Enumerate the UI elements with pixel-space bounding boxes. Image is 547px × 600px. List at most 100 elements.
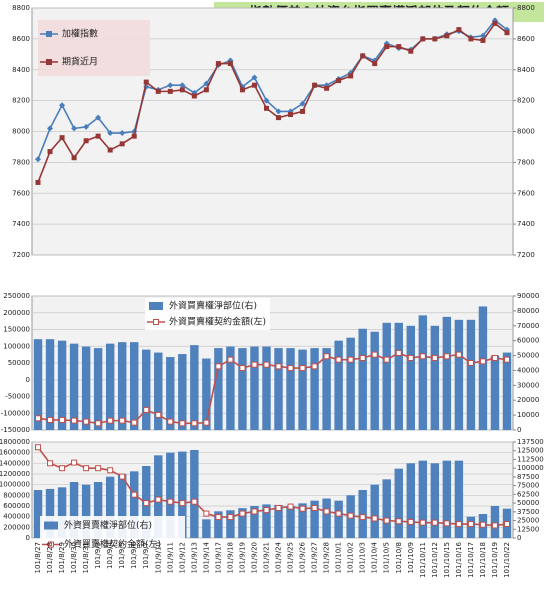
marker <box>143 406 150 413</box>
bar <box>406 463 415 538</box>
y2-tick-label: 40000 <box>517 366 539 374</box>
y2-tick-label: 0 <box>517 426 521 434</box>
marker <box>455 351 462 358</box>
bar <box>334 500 343 538</box>
bar <box>430 325 440 430</box>
x-tick-label: 101/10/12 <box>431 542 439 578</box>
bar <box>45 488 55 538</box>
x-tick-label: 101/9/26 <box>299 541 307 573</box>
marker <box>300 108 306 114</box>
y2-tick-label: 137500 <box>517 438 544 446</box>
bar <box>478 306 488 430</box>
marker <box>167 418 174 425</box>
y-tick-label: 600000 <box>3 502 30 510</box>
x-tick-label: 101/9/11 <box>166 542 174 573</box>
legend-label: 外資買賣權淨部位(右) <box>169 300 257 312</box>
marker <box>239 87 245 93</box>
bar <box>298 349 307 430</box>
legend-label: 外資買賣權淨部位(右) <box>64 519 152 531</box>
x-tick-label: 101/9/17 <box>214 542 222 573</box>
marker <box>491 522 498 529</box>
marker <box>504 30 510 36</box>
marker <box>155 411 162 418</box>
marker <box>323 508 330 515</box>
bar <box>130 342 139 430</box>
y-tick-label: 50000 <box>8 359 30 367</box>
marker <box>239 510 246 517</box>
marker <box>443 520 450 527</box>
y-tick-label: 400000 <box>3 513 30 521</box>
bar <box>250 506 259 538</box>
y2-tick-label: 100000 <box>517 464 544 472</box>
bar <box>466 319 476 430</box>
marker <box>299 505 306 512</box>
legend-marker <box>46 31 52 37</box>
marker <box>288 112 294 118</box>
marker <box>107 467 114 474</box>
bar <box>394 468 403 538</box>
marker <box>227 356 234 363</box>
x-tick-label: 101/9/6 <box>130 541 138 569</box>
y-tick-label: 7200 <box>12 251 30 259</box>
bar <box>454 460 464 538</box>
bar <box>418 315 428 430</box>
marker <box>456 27 462 33</box>
marker <box>251 508 258 515</box>
x-tick-label: 101/9/5 <box>118 542 126 569</box>
y-tick-label: 7400 <box>12 220 30 228</box>
bar <box>382 479 391 538</box>
marker <box>215 61 221 67</box>
bar <box>322 498 331 538</box>
y2-tick-label: 75000 <box>517 482 539 490</box>
y2-tick-label: 8400 <box>517 66 535 74</box>
marker <box>47 460 54 467</box>
legend-label: 加權指數 <box>62 28 98 40</box>
bar <box>394 322 403 430</box>
marker <box>155 88 161 94</box>
x-tick-label: 101/10/16 <box>455 541 463 577</box>
marker <box>191 420 198 427</box>
marker <box>419 353 426 360</box>
bar <box>142 349 151 430</box>
y2-tick-label: 25000 <box>517 517 539 525</box>
marker <box>107 130 114 137</box>
marker <box>395 518 402 525</box>
marker <box>83 418 90 425</box>
y2-tick-label: 8000 <box>517 128 535 136</box>
marker <box>251 361 258 368</box>
marker <box>443 353 450 360</box>
marker <box>275 363 282 370</box>
marker <box>71 417 78 424</box>
x-tick-label: 101/10/9 <box>407 542 415 573</box>
y-tick-label: 1400000 <box>0 459 30 467</box>
y-tick-label: 0 <box>26 534 30 542</box>
y-tick-label: 800000 <box>3 491 30 499</box>
marker <box>444 33 450 39</box>
y2-tick-label: 50000 <box>517 499 539 507</box>
marker <box>95 420 102 427</box>
marker <box>503 521 510 528</box>
bar <box>286 506 295 538</box>
marker <box>371 351 378 358</box>
marker <box>299 100 306 107</box>
marker <box>131 133 137 139</box>
bar <box>418 460 428 538</box>
legend-box <box>40 516 185 554</box>
y-tick-label: 1800000 <box>0 438 30 446</box>
bar <box>310 348 319 430</box>
x-tick-label: 101/8/29 <box>58 542 66 573</box>
bar <box>454 319 464 430</box>
bar <box>442 460 452 538</box>
y2-tick-label: 7400 <box>517 220 535 228</box>
x-tick-label: 101/10/1 <box>335 542 343 573</box>
marker <box>263 105 269 111</box>
marker <box>131 419 138 426</box>
y-tick-label: -150000 <box>1 426 30 434</box>
legend-box <box>38 20 150 76</box>
marker <box>420 36 426 42</box>
y-tick-label: 8400 <box>12 66 30 74</box>
marker <box>35 415 42 422</box>
marker <box>227 61 233 67</box>
marker <box>47 149 53 155</box>
marker <box>83 465 90 472</box>
